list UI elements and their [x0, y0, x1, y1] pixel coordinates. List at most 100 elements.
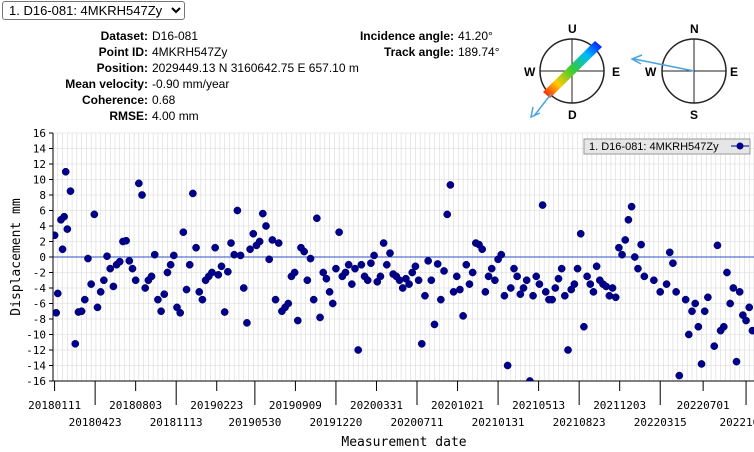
data-point[interactable] [592, 262, 601, 271]
data-point[interactable] [274, 239, 283, 247]
data-point[interactable] [405, 280, 413, 288]
data-point[interactable] [160, 290, 169, 299]
data-point[interactable] [650, 276, 658, 285]
data-point[interactable] [430, 320, 439, 329]
data-point[interactable] [211, 243, 219, 252]
data-point[interactable] [233, 206, 242, 215]
data-point[interactable] [84, 254, 92, 263]
chart-legend[interactable]: 1. D16-081: 4MKRH547Zy [583, 138, 751, 155]
data-point[interactable] [243, 319, 251, 327]
data-point[interactable] [560, 291, 569, 300]
data-point[interactable] [379, 239, 388, 247]
data-point[interactable] [583, 272, 591, 281]
data-point[interactable] [452, 272, 461, 281]
data-point[interactable] [224, 267, 232, 276]
data-point[interactable] [557, 264, 566, 273]
data-point[interactable] [570, 280, 579, 288]
data-point[interactable] [351, 264, 359, 273]
data-point[interactable] [53, 308, 61, 317]
data-point[interactable] [77, 307, 86, 316]
data-point[interactable] [214, 270, 223, 279]
data-point[interactable] [386, 249, 394, 257]
data-point[interactable] [729, 284, 738, 292]
data-point[interactable] [627, 202, 636, 211]
data-point[interactable] [341, 268, 350, 277]
data-point[interactable] [487, 264, 496, 273]
data-point[interactable] [90, 210, 99, 219]
data-point[interactable] [541, 288, 550, 296]
data-point[interactable] [605, 291, 614, 300]
data-point[interactable] [456, 285, 464, 294]
data-point[interactable] [169, 251, 178, 260]
data-point[interactable] [745, 303, 754, 312]
data-point[interactable] [258, 209, 267, 218]
data-point[interactable] [742, 316, 750, 325]
data-point[interactable] [154, 295, 162, 304]
data-point[interactable] [398, 284, 407, 292]
data-point[interactable] [510, 264, 518, 273]
data-point[interactable] [656, 288, 665, 296]
data-point[interactable] [704, 293, 712, 302]
data-point[interactable] [246, 245, 254, 254]
data-point[interactable] [414, 276, 423, 285]
data-point[interactable] [618, 250, 626, 259]
data-point[interactable] [96, 288, 105, 296]
data-point[interactable] [268, 236, 277, 244]
data-point[interactable] [576, 229, 585, 238]
data-point[interactable] [63, 225, 72, 233]
data-point[interactable] [408, 268, 417, 277]
data-point[interactable] [548, 295, 556, 304]
data-point[interactable] [481, 288, 490, 296]
data-point[interactable] [519, 284, 528, 292]
data-point[interactable] [103, 252, 111, 261]
data-point[interactable] [491, 276, 499, 285]
data-point[interactable] [58, 245, 67, 254]
data-point[interactable] [192, 243, 200, 252]
data-point[interactable] [503, 361, 512, 370]
data-point[interactable] [236, 251, 245, 260]
data-point[interactable] [265, 255, 274, 264]
data-point[interactable] [328, 299, 337, 308]
data-point[interactable] [122, 236, 130, 245]
data-point[interactable] [354, 346, 363, 354]
data-point[interactable] [357, 260, 366, 269]
data-point[interactable] [166, 260, 175, 269]
data-point[interactable] [710, 342, 719, 350]
data-point[interactable] [382, 260, 391, 269]
data-point[interactable] [535, 280, 544, 288]
data-point[interactable] [325, 288, 334, 296]
data-point[interactable] [150, 250, 159, 259]
data-point[interactable] [621, 236, 630, 244]
data-point[interactable] [344, 260, 353, 269]
data-point[interactable] [179, 228, 188, 237]
data-point[interactable] [370, 251, 378, 260]
data-point[interactable] [176, 308, 185, 317]
data-point[interactable] [735, 288, 744, 296]
data-point[interactable] [688, 307, 696, 316]
data-point[interactable] [182, 285, 191, 294]
data-point[interactable] [640, 272, 649, 281]
data-point[interactable] [293, 316, 302, 325]
data-point[interactable] [589, 288, 598, 296]
data-point[interactable] [134, 179, 143, 188]
data-point[interactable] [249, 229, 258, 238]
data-point[interactable] [335, 228, 343, 237]
data-point[interactable] [602, 282, 611, 291]
data-point[interactable] [306, 254, 315, 263]
data-point[interactable] [580, 322, 588, 331]
data-point[interactable] [106, 264, 115, 273]
data-point[interactable] [220, 308, 229, 316]
data-point[interactable] [363, 276, 372, 285]
data-point[interactable] [748, 326, 754, 335]
data-point[interactable] [239, 284, 248, 292]
data-point[interactable] [681, 295, 690, 304]
data-point[interactable] [484, 272, 493, 281]
data-point[interactable] [630, 253, 639, 261]
data-point[interactable] [347, 280, 356, 288]
data-point[interactable] [147, 272, 156, 281]
data-point[interactable] [125, 257, 134, 265]
data-point[interactable] [255, 237, 264, 246]
point-selector[interactable]: 1. D16-081: 4MKRH547Zy [2, 1, 185, 20]
data-point[interactable] [506, 284, 515, 292]
data-point[interactable] [564, 346, 572, 354]
